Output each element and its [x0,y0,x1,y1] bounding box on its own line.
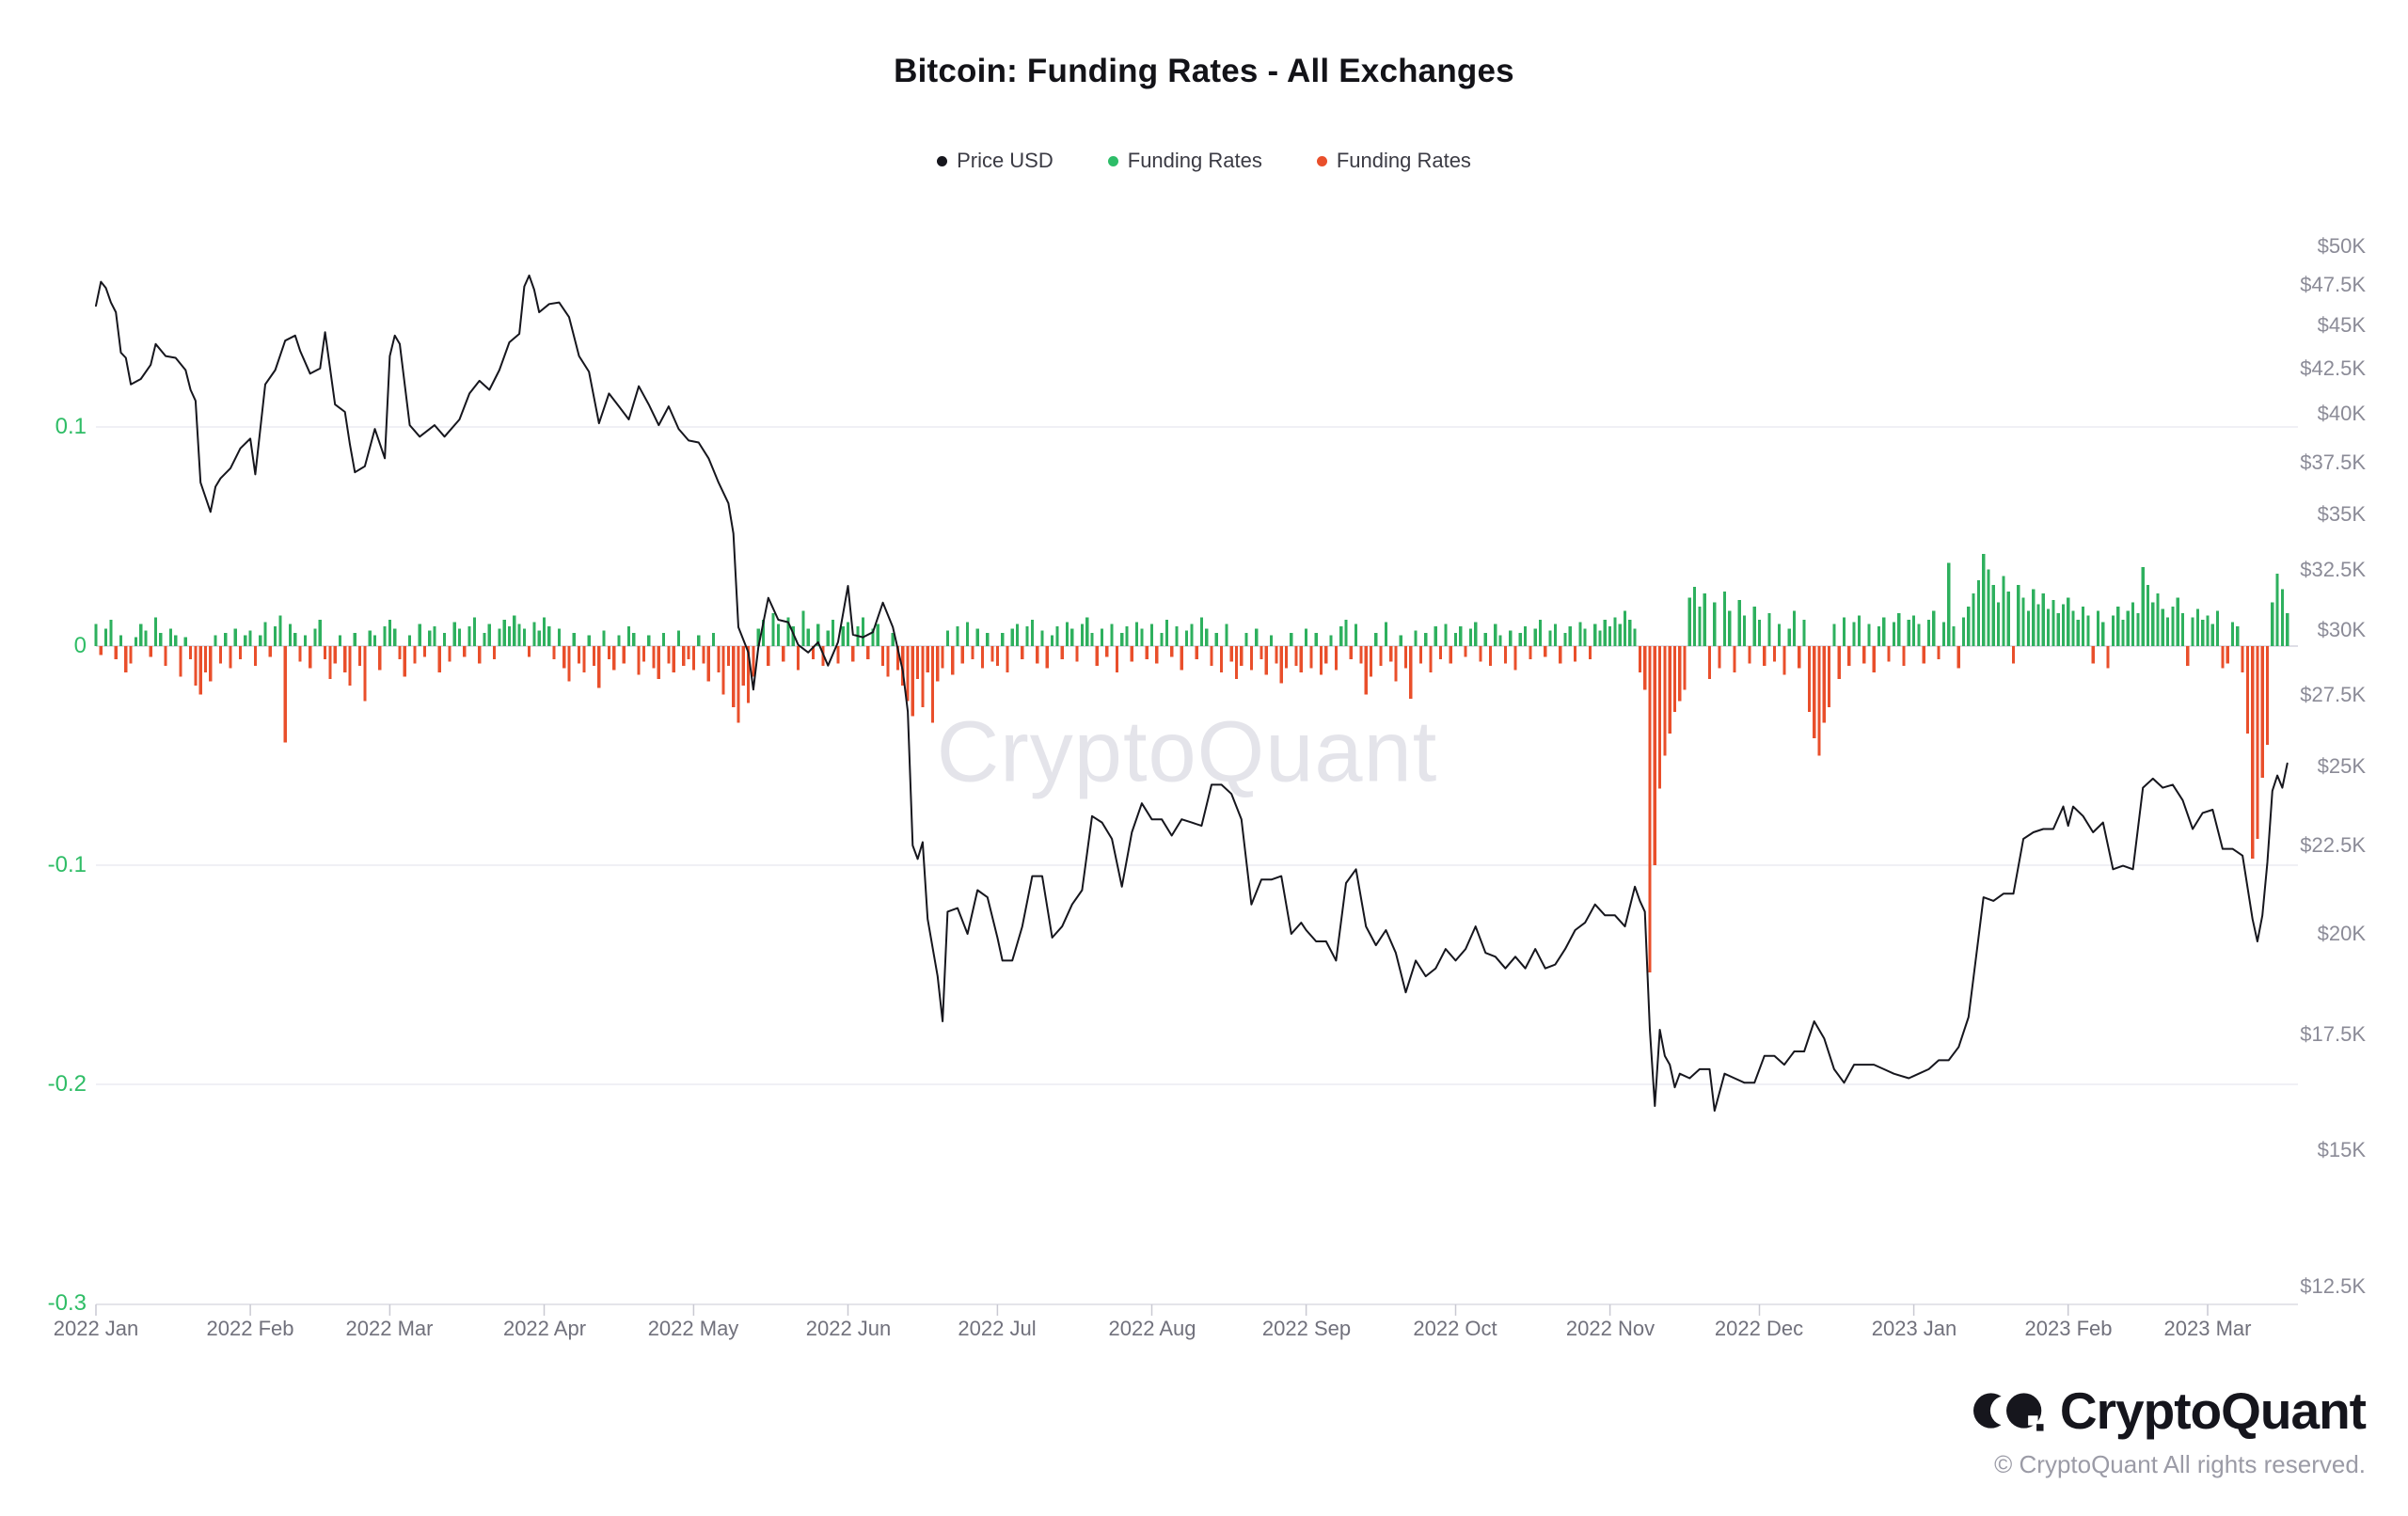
right-axis-label: $42.5K [2300,356,2366,380]
left-axis-label: -0.2 [47,1071,87,1097]
right-axis-label: $30K [2317,618,2366,641]
left-axis-label: 0.1 [55,414,87,439]
x-axis [95,1303,2298,1316]
price-line [95,274,2289,1113]
funding-positive-dot-icon [1107,155,1118,166]
x-axis-label: 2022 Sep [1261,1317,1352,1340]
cryptoquant-logo: CryptoQuant [1972,1381,2367,1441]
cryptoquant-watermark: CryptoQuant [936,703,1438,800]
right-axis-label: $37.5K [2300,450,2366,474]
right-axis-label: $35K [2317,502,2366,526]
legend: Price USD Funding Rates Funding Rates [0,149,2408,173]
x-axis-label: 2022 May [647,1317,739,1340]
x-axis-label: 2022 Apr [502,1317,587,1340]
x-axis-label: 2023 Mar [2163,1317,2252,1340]
x-axis-label: 2022 Feb [206,1317,294,1340]
right-axis-label: $27.5K [2300,683,2366,706]
price-usd-dot-icon [937,155,948,166]
right-axis-label: $50K [2317,234,2366,258]
x-axis-label: 2022 Jun [805,1317,892,1340]
left-axis-label: 0 [73,633,87,658]
right-axis-label: $12.5K [2300,1274,2366,1298]
legend-label: Funding Rates [1336,149,1471,172]
x-axis-label: 2022 Dec [1714,1317,1804,1340]
x-axis-label: 2022 Aug [1108,1317,1196,1340]
left-axis-label: -0.1 [47,852,87,877]
right-axis-label: $20K [2317,922,2366,945]
gridlines [96,426,2298,1085]
right-axis-label: $17.5K [2300,1022,2366,1046]
right-axis-label: $32.5K [2300,558,2366,581]
cryptoquant-logo-icon [1972,1393,2044,1431]
right-axis-label: $15K [2317,1138,2366,1161]
x-axis-label: 2022 Jan [53,1317,139,1340]
right-axis-label: $45K [2317,313,2366,337]
footer-branding: CryptoQuant © CryptoQuant All rights res… [1972,1381,2367,1479]
legend-item-funding-rates-positive[interactable]: Funding Rates [1107,149,1262,173]
legend-label: Funding Rates [1127,149,1262,172]
legend-item-price-usd[interactable]: Price USD [937,149,1054,173]
copyright-text: © CryptoQuant All rights reserved. [1994,1450,2366,1478]
funding-rate-bars [94,554,2289,973]
legend-item-funding-rates-negative[interactable]: Funding Rates [1316,149,1471,173]
x-axis-label: 2023 Jan [1871,1317,1957,1340]
x-axis-label: 2022 Jul [958,1317,1037,1340]
x-axis-label: 2022 Nov [1565,1317,1656,1340]
funding-negative-dot-icon [1316,155,1327,166]
x-axis-label: 2022 Mar [345,1317,434,1340]
legend-label: Price USD [957,149,1054,172]
right-axis-label: $40K [2317,402,2366,425]
right-axis-label: $22.5K [2300,833,2366,857]
right-axis-label: $47.5K [2300,273,2366,296]
cryptoquant-wordmark: CryptoQuant [2059,1382,2367,1440]
x-axis-label: 2022 Oct [1413,1317,1497,1340]
right-axis-label: $25K [2317,754,2366,778]
chart-title: Bitcoin: Funding Rates - All Exchanges [894,53,1514,89]
x-axis-label: 2023 Feb [2024,1317,2113,1340]
left-axis-label: -0.3 [47,1290,87,1316]
